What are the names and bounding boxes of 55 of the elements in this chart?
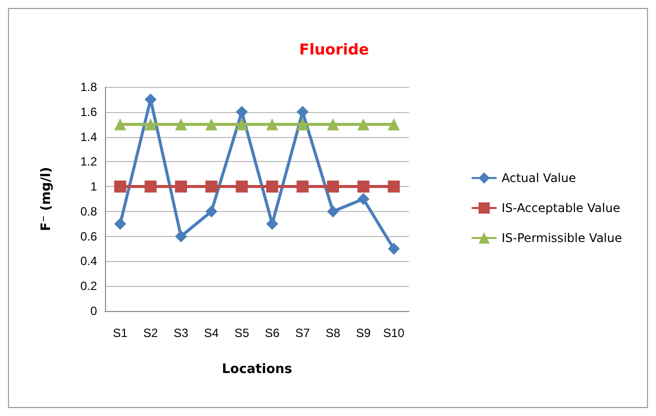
point [236, 180, 248, 193]
x-tick-label: S2 [143, 326, 158, 340]
point [327, 118, 339, 130]
x-tick-label: S3 [174, 326, 189, 340]
chart-title: Fluoride [299, 40, 369, 58]
point [327, 205, 339, 218]
y-tick-label: 0.6 [80, 229, 98, 244]
point [388, 118, 400, 130]
legend-label: Actual Value [502, 171, 576, 185]
legend-label: IS-Acceptable Value [502, 201, 620, 215]
x-tick-label: S4 [204, 326, 220, 340]
point [296, 180, 309, 193]
x-tick-label: S1 [112, 326, 128, 340]
point [175, 180, 187, 193]
point [357, 193, 370, 205]
point [327, 180, 339, 193]
y-tick-label: 1 [90, 180, 98, 194]
point [114, 180, 126, 193]
y-tick-label: 1.6 [80, 104, 98, 119]
point [236, 118, 248, 130]
point [175, 118, 187, 130]
x-axis-title: Locations [222, 362, 292, 377]
point [114, 218, 126, 230]
point [388, 180, 400, 193]
point [388, 242, 400, 255]
x-tick-label: S10 [383, 326, 405, 340]
y-tick-label: 0.4 [80, 254, 98, 268]
x-tick-label: S5 [234, 326, 250, 340]
y-tick-label: 0.8 [80, 204, 98, 218]
point [266, 180, 278, 193]
point [144, 118, 157, 130]
point [205, 205, 218, 218]
y-tick-label: 1.2 [80, 154, 98, 169]
point [205, 118, 218, 130]
y-tick-label: 0 [90, 304, 98, 318]
point [236, 106, 248, 118]
point [357, 180, 370, 193]
y-tick-label: 0.2 [80, 279, 98, 294]
point [296, 118, 309, 130]
x-tick-label: S7 [295, 326, 310, 340]
point [266, 118, 278, 130]
point [114, 118, 126, 130]
x-tick-label: S6 [264, 326, 280, 340]
y-tick-label: 1.8 [80, 80, 98, 94]
legend-label: IS-Permissible Value [502, 231, 622, 245]
x-tick-label: S8 [326, 326, 341, 340]
y-axis-title: F⁻ (mg/l) [39, 166, 54, 232]
point [357, 118, 370, 130]
x-tick-label: S9 [356, 326, 372, 340]
point [144, 180, 157, 193]
y-tick-label: 1.4 [80, 130, 98, 144]
point [296, 106, 309, 118]
point [266, 218, 278, 230]
point [175, 230, 187, 242]
point [205, 180, 218, 193]
